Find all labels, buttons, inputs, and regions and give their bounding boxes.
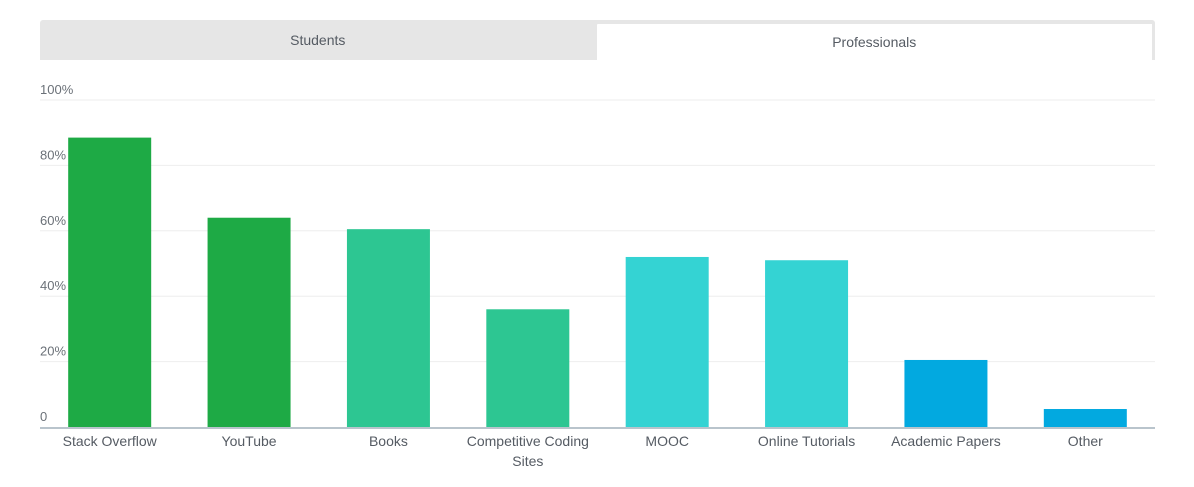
bar bbox=[207, 217, 291, 427]
y-tick-label: 100% bbox=[40, 82, 74, 97]
x-tick-label: Books bbox=[369, 433, 408, 449]
x-tick-label: YouTube bbox=[222, 433, 277, 449]
x-tick-label: MOOC bbox=[645, 433, 689, 449]
audience-tabs: Students Professionals bbox=[40, 20, 1155, 60]
y-tick-label: 20% bbox=[40, 344, 66, 359]
y-tick-label: 40% bbox=[40, 278, 66, 293]
y-tick-label: 0 bbox=[40, 409, 47, 424]
bar bbox=[765, 260, 849, 427]
x-tick-label: Academic Papers bbox=[891, 433, 1001, 449]
bar bbox=[68, 137, 152, 428]
x-tick-label: Competitive Coding Sites bbox=[467, 433, 589, 469]
tab-students[interactable]: Students bbox=[290, 32, 346, 48]
bar bbox=[904, 359, 988, 427]
bar bbox=[346, 229, 430, 427]
tab-professionals[interactable]: Professionals bbox=[595, 23, 1155, 60]
bar bbox=[1043, 409, 1127, 427]
x-tick-label: Stack Overflow bbox=[63, 433, 158, 449]
bar bbox=[486, 309, 570, 427]
y-tick-label: 80% bbox=[40, 147, 66, 162]
bar bbox=[625, 256, 709, 427]
x-tick-label: Other bbox=[1068, 433, 1103, 449]
x-tick-label: Online Tutorials bbox=[758, 433, 855, 449]
y-tick-label: 60% bbox=[40, 213, 66, 228]
